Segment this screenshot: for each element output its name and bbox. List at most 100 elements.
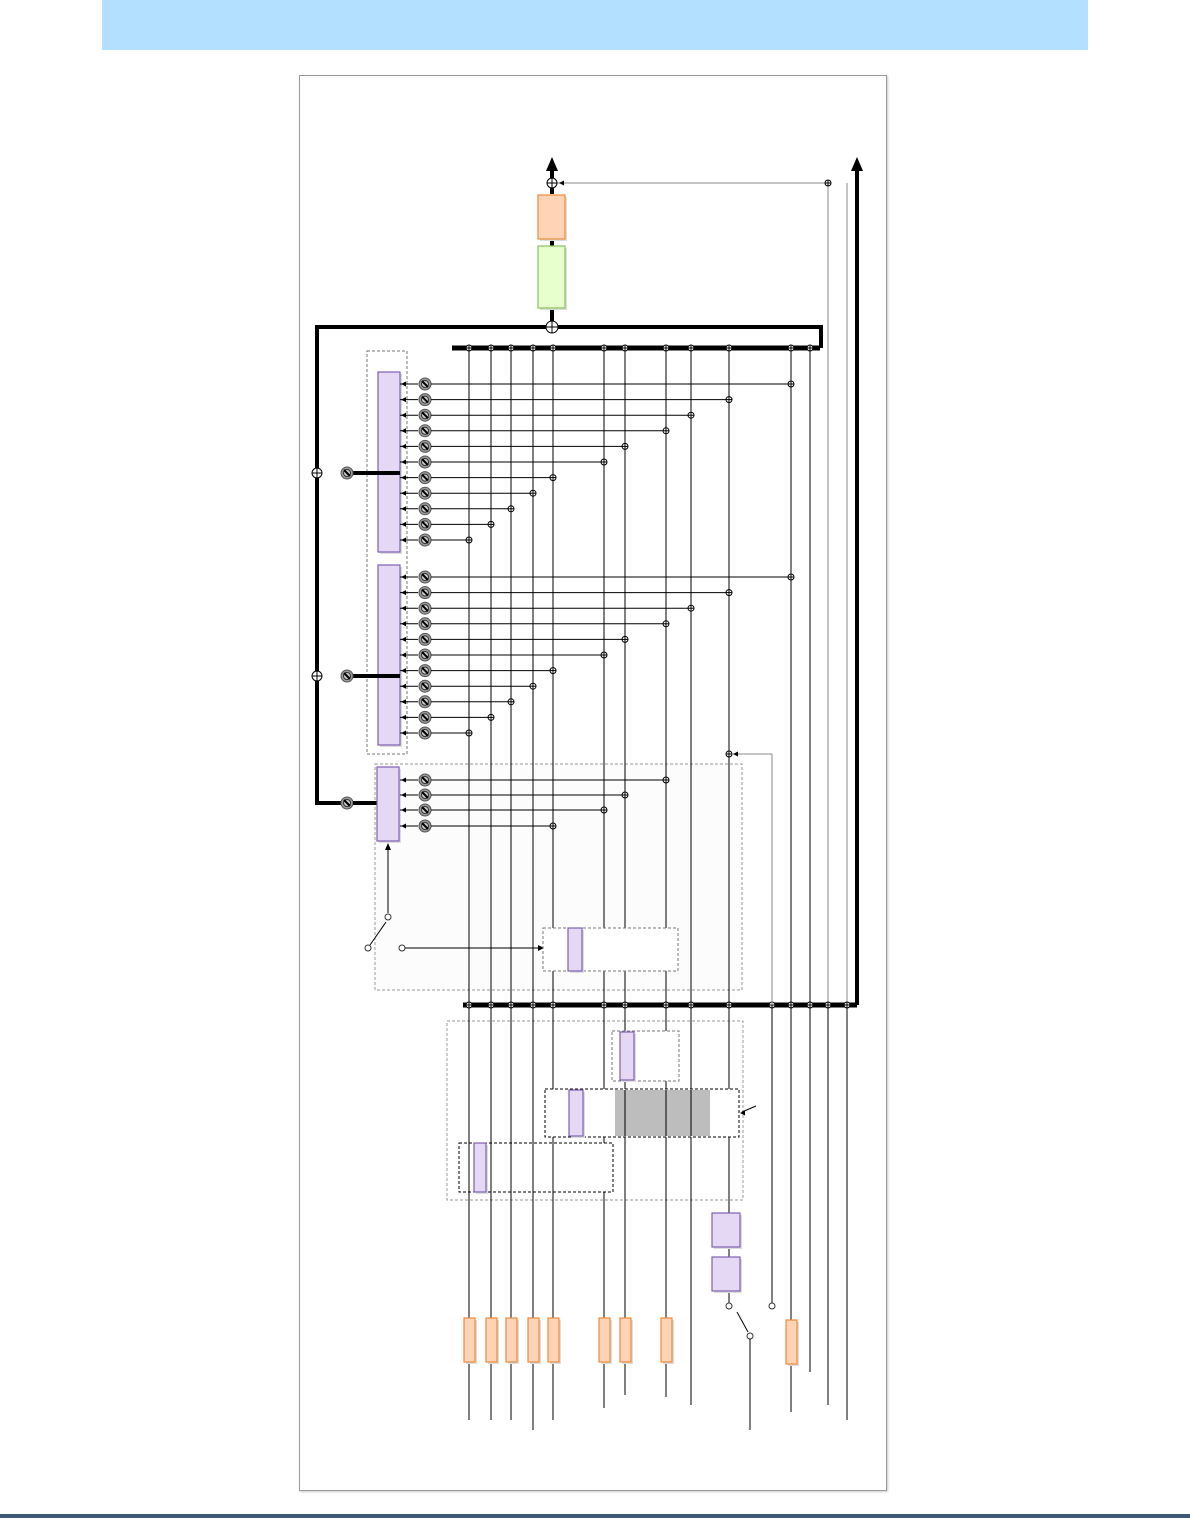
- arrowhead-icon: [401, 668, 406, 674]
- arrowhead-icon: [401, 699, 406, 705]
- orange-block: [537, 194, 566, 240]
- knob-pointer: [421, 458, 429, 466]
- footer-bar: [0, 1514, 1190, 1518]
- orange-input-block: [505, 1317, 518, 1363]
- knob-pointer: [421, 713, 429, 722]
- switch-icon: [736, 1311, 749, 1333]
- arrowhead-icon: [401, 730, 406, 736]
- knob-pointer: [421, 822, 429, 830]
- arrowhead-icon: [401, 574, 406, 580]
- arrowhead-icon: [401, 459, 406, 465]
- feedback-loop-bus: [552, 325, 823, 348]
- terminal-circle-icon: [364, 944, 372, 952]
- arrowhead-icon: [385, 843, 391, 850]
- knob-pointer: [421, 505, 429, 513]
- knob-pointer: [343, 799, 351, 807]
- knob-pointer: [421, 666, 429, 675]
- arrowhead-icon: [401, 590, 406, 596]
- gain-group-box: [366, 350, 408, 755]
- arrowhead-icon: [401, 428, 406, 434]
- knob-pointer: [421, 380, 429, 388]
- arrowhead-icon: [851, 157, 863, 171]
- arrowhead-icon: [401, 621, 406, 627]
- arrowhead-icon: [401, 792, 406, 798]
- knob-pointer: [421, 442, 429, 451]
- arrowhead-icon: [401, 475, 406, 481]
- arrowhead-icon: [401, 714, 406, 720]
- purple-block: [567, 927, 583, 972]
- knob-pointer: [421, 536, 429, 544]
- arrowhead-icon: [538, 945, 544, 951]
- orange-input-block: [547, 1317, 560, 1363]
- arrowhead-icon: [401, 605, 406, 611]
- feedback-loop-bus: [315, 325, 552, 805]
- terminal-circle-icon: [398, 944, 406, 952]
- knob-pointer: [421, 635, 429, 644]
- purple-gain-block: [377, 564, 401, 746]
- arrowhead-icon: [401, 443, 406, 449]
- purple-block: [473, 1142, 487, 1193]
- switched-block-box: [542, 927, 679, 972]
- terminal-circle-icon: [725, 1302, 733, 1310]
- knob-pointer: [343, 469, 351, 477]
- purple-block: [619, 1031, 635, 1081]
- switch-icon: [369, 921, 387, 946]
- purple-block: [568, 1089, 584, 1137]
- knob-pointer: [421, 395, 429, 404]
- arrowhead-icon: [401, 381, 406, 387]
- arrowhead-icon: [733, 751, 738, 757]
- orange-input-block: [598, 1317, 611, 1363]
- arrowhead-icon: [401, 412, 406, 418]
- purple-gain-block: [377, 371, 401, 553]
- arrowhead-icon: [401, 521, 406, 527]
- input-processing-box: [446, 1020, 744, 1201]
- knob-pointer: [421, 806, 429, 814]
- knob-pointer: [421, 411, 429, 419]
- terminal-circle-icon: [768, 1302, 776, 1310]
- arrowhead-icon: [401, 397, 406, 403]
- orange-input-block: [619, 1317, 632, 1363]
- knob-pointer: [421, 729, 429, 737]
- green-block: [537, 245, 566, 309]
- arrowhead-icon: [559, 180, 564, 186]
- arrowhead-icon: [401, 807, 406, 813]
- header-bar: [102, 0, 1088, 50]
- orange-input-block: [785, 1319, 798, 1365]
- arrowhead-icon: [401, 823, 406, 829]
- arrowhead-icon: [401, 537, 406, 543]
- orange-input-block: [485, 1317, 498, 1363]
- orange-input-block: [463, 1317, 476, 1363]
- knob-pointer: [421, 620, 429, 628]
- knob-pointer: [421, 473, 429, 482]
- purple-block: [711, 1256, 741, 1292]
- shaded-region: [615, 1090, 710, 1136]
- purple-block: [711, 1212, 741, 1248]
- knob-pointer: [421, 489, 429, 497]
- arrowhead-icon: [401, 683, 406, 689]
- knob-pointer: [421, 588, 429, 597]
- arrowhead-icon: [740, 1110, 745, 1116]
- knob-pointer: [421, 573, 429, 581]
- arrowhead-icon: [401, 490, 406, 496]
- arrowhead-icon: [401, 636, 406, 642]
- knob-pointer: [421, 651, 429, 659]
- arrowhead-icon: [401, 777, 406, 783]
- arrowhead-icon: [546, 157, 558, 171]
- orange-input-block: [660, 1317, 673, 1363]
- purple-gain-block: [376, 766, 400, 842]
- knob-pointer: [421, 698, 429, 706]
- knob-pointer: [421, 776, 429, 784]
- arrowhead-icon: [401, 652, 406, 658]
- diagram-frame: [299, 75, 887, 1491]
- knob-pointer: [421, 604, 429, 612]
- knob-pointer: [421, 520, 429, 529]
- knob-pointer: [421, 427, 429, 435]
- knob-pointer: [343, 672, 351, 680]
- arrowhead-icon: [401, 506, 406, 512]
- knob-pointer: [421, 682, 429, 690]
- orange-input-block: [527, 1317, 540, 1363]
- terminal-circle-icon: [746, 1332, 754, 1340]
- knob-pointer: [421, 791, 429, 799]
- terminal-circle-icon: [384, 913, 392, 921]
